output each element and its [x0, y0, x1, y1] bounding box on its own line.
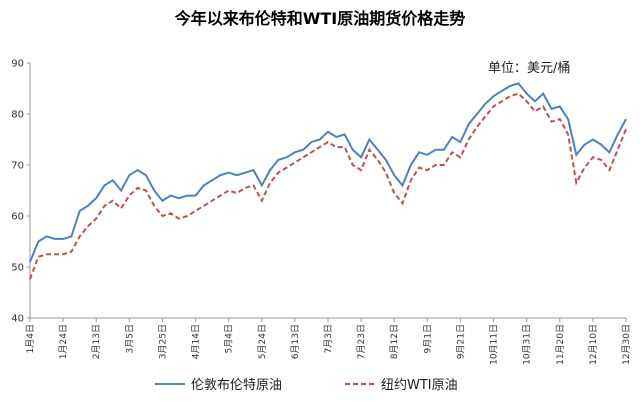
x-tick-label: 7月3日: [323, 324, 334, 353]
x-tick-label: 7月23日: [356, 324, 367, 359]
x-tick-label: 4月14日: [191, 324, 202, 359]
x-tick-label: 8月12日: [389, 324, 400, 359]
x-tick-label: 3月25日: [157, 324, 168, 359]
y-tick-label: 50: [11, 263, 24, 274]
y-tick-label: 60: [11, 212, 24, 223]
x-tick-label: 12月30日: [621, 324, 632, 365]
legend-label: 伦敦布伦特原油: [191, 377, 282, 393]
legend-label: 纽约WTI原油: [381, 378, 458, 393]
x-tick-label: 1月24日: [58, 324, 69, 359]
x-tick-label: 5月4日: [224, 324, 235, 353]
x-tick-label: 3月5日: [124, 324, 135, 353]
x-tick-label: 9月21日: [455, 324, 466, 359]
y-tick-label: 40: [11, 314, 24, 325]
x-tick-label: 2月13日: [91, 324, 102, 359]
chart-title: 今年以来布伦特和WTI原油期货价格走势: [174, 9, 466, 28]
x-tick-label: 5月24日: [257, 324, 268, 359]
x-tick-label: 12月10日: [588, 324, 599, 365]
x-tick-label: 10月11日: [489, 324, 500, 365]
y-tick-label: 70: [11, 161, 24, 172]
x-tick-label: 9月1日: [422, 324, 433, 353]
series-line: [29, 92, 627, 280]
x-tick-label: 6月13日: [290, 324, 301, 359]
y-tick-label: 80: [11, 110, 24, 121]
x-tick-label: 10月31日: [522, 324, 533, 365]
x-tick-label: 1月4日: [25, 324, 36, 353]
x-tick-label: 11月20日: [555, 324, 566, 365]
unit-annotation: 单位：美元/桶: [488, 61, 570, 76]
series-line: [29, 82, 627, 263]
y-tick-label: 90: [11, 59, 24, 70]
